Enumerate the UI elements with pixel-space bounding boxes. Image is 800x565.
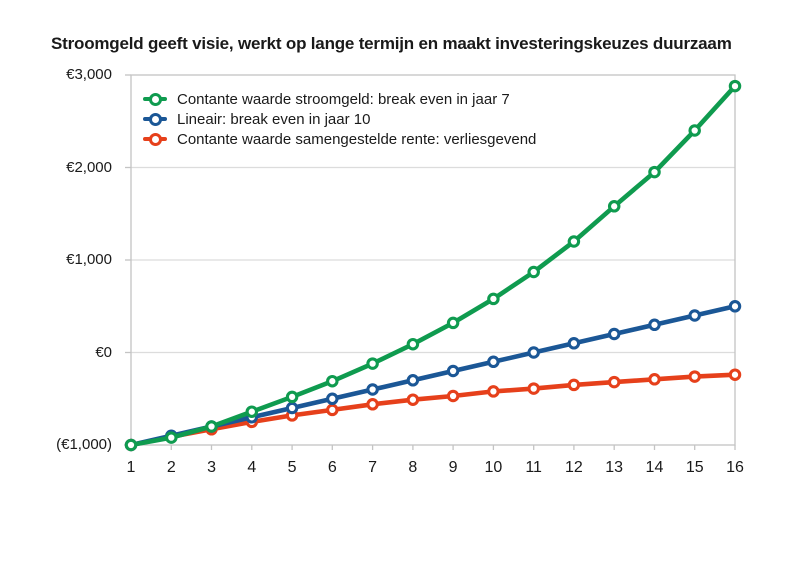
series-marker [366, 398, 379, 411]
series-marker [406, 393, 420, 406]
series-marker [446, 364, 460, 378]
series-marker [728, 79, 742, 93]
plot-border [130, 74, 736, 446]
x-axis-label: 10 [484, 459, 503, 476]
series-marker [527, 382, 540, 395]
series-marker [688, 309, 701, 322]
y-axis-label: €0 [95, 343, 112, 361]
series-marker [567, 378, 581, 392]
y-axis-label: (€1,000) [56, 436, 112, 453]
legend-label: Lineair: break even in jaar 10 [177, 110, 371, 128]
legend-item: Contante waarde samengestelde rente: ver… [143, 130, 537, 148]
x-axis-label: 14 [645, 459, 664, 476]
series-marker [487, 355, 500, 369]
series-marker [285, 390, 299, 404]
x-axis-label: 4 [247, 459, 257, 476]
x-axis-label: 7 [368, 459, 378, 476]
legend-marker-icon [143, 92, 167, 106]
series-marker [487, 292, 500, 306]
x-axis-label: 9 [448, 459, 458, 476]
series-marker [487, 385, 500, 398]
series-marker [567, 337, 581, 350]
series-marker [567, 235, 581, 248]
series-marker [728, 300, 742, 313]
legend-label: Contante waarde stroomgeld: break even i… [177, 90, 510, 108]
legend-label: Contante waarde samengestelde rente: ver… [177, 130, 537, 148]
series-marker [607, 327, 621, 341]
y-axis-label: €1,000 [66, 251, 112, 268]
series-marker [527, 265, 540, 279]
x-axis-label: 12 [565, 459, 583, 476]
series-marker [366, 383, 379, 396]
series-marker [406, 374, 420, 387]
x-axis-label: 6 [327, 459, 337, 476]
series-line [128, 83, 738, 448]
series-marker [124, 438, 138, 452]
series-marker [527, 346, 540, 359]
legend: Contante waarde stroomgeld: break even i… [143, 90, 537, 148]
chart-title: Stroomgeld geeft visie, werkt op lange t… [51, 34, 732, 53]
series-marker [688, 370, 701, 383]
x-axis-label: 1 [126, 459, 136, 476]
legend-marker-icon [143, 132, 167, 146]
series-marker [446, 316, 460, 330]
series-marker [648, 318, 661, 332]
series-marker [326, 403, 339, 417]
series-marker [648, 373, 661, 386]
series-marker [406, 337, 420, 351]
series-line [128, 372, 738, 448]
x-axis-label: 13 [605, 459, 624, 476]
y-axis-label: €2,000 [66, 158, 112, 176]
legend-item: Lineair: break even in jaar 10 [143, 110, 536, 128]
x-axis-label: 16 [726, 459, 744, 476]
series-marker [285, 401, 299, 415]
series-marker [326, 374, 339, 388]
x-axis-label: 5 [287, 459, 297, 476]
series-marker [446, 389, 460, 403]
x-axis-label: 2 [166, 459, 176, 476]
legend-item: Contante waarde stroomgeld: break even i… [143, 90, 536, 108]
x-axis-label: 15 [685, 459, 704, 476]
series-marker [688, 124, 701, 137]
series-marker [245, 405, 259, 418]
x-axis-label: 3 [207, 459, 216, 476]
series-marker [165, 431, 178, 444]
series-marker [326, 392, 339, 406]
series-marker [728, 368, 742, 381]
series-marker [607, 375, 621, 389]
y-axis-label: €3,000 [66, 66, 112, 83]
x-axis-label: 11 [525, 459, 542, 476]
series-marker [205, 420, 218, 433]
series-marker [366, 357, 379, 370]
legend-marker-icon [143, 112, 167, 126]
series-marker [607, 200, 621, 213]
series-marker [648, 165, 661, 179]
series-line [128, 303, 738, 448]
x-axis-label: 8 [408, 459, 418, 476]
